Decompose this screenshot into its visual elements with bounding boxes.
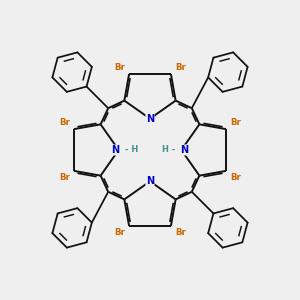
Text: N: N bbox=[180, 145, 188, 155]
Text: N: N bbox=[146, 176, 154, 186]
Text: - H: - H bbox=[122, 146, 138, 154]
Text: Br: Br bbox=[114, 228, 125, 237]
Text: N: N bbox=[112, 145, 120, 155]
Text: N: N bbox=[146, 114, 154, 124]
Text: Br: Br bbox=[59, 118, 70, 127]
Text: Br: Br bbox=[114, 63, 125, 72]
Text: Br: Br bbox=[175, 63, 186, 72]
Text: Br: Br bbox=[230, 173, 241, 182]
Text: H -: H - bbox=[162, 146, 178, 154]
Text: Br: Br bbox=[175, 228, 186, 237]
Text: Br: Br bbox=[230, 118, 241, 127]
Text: Br: Br bbox=[59, 173, 70, 182]
